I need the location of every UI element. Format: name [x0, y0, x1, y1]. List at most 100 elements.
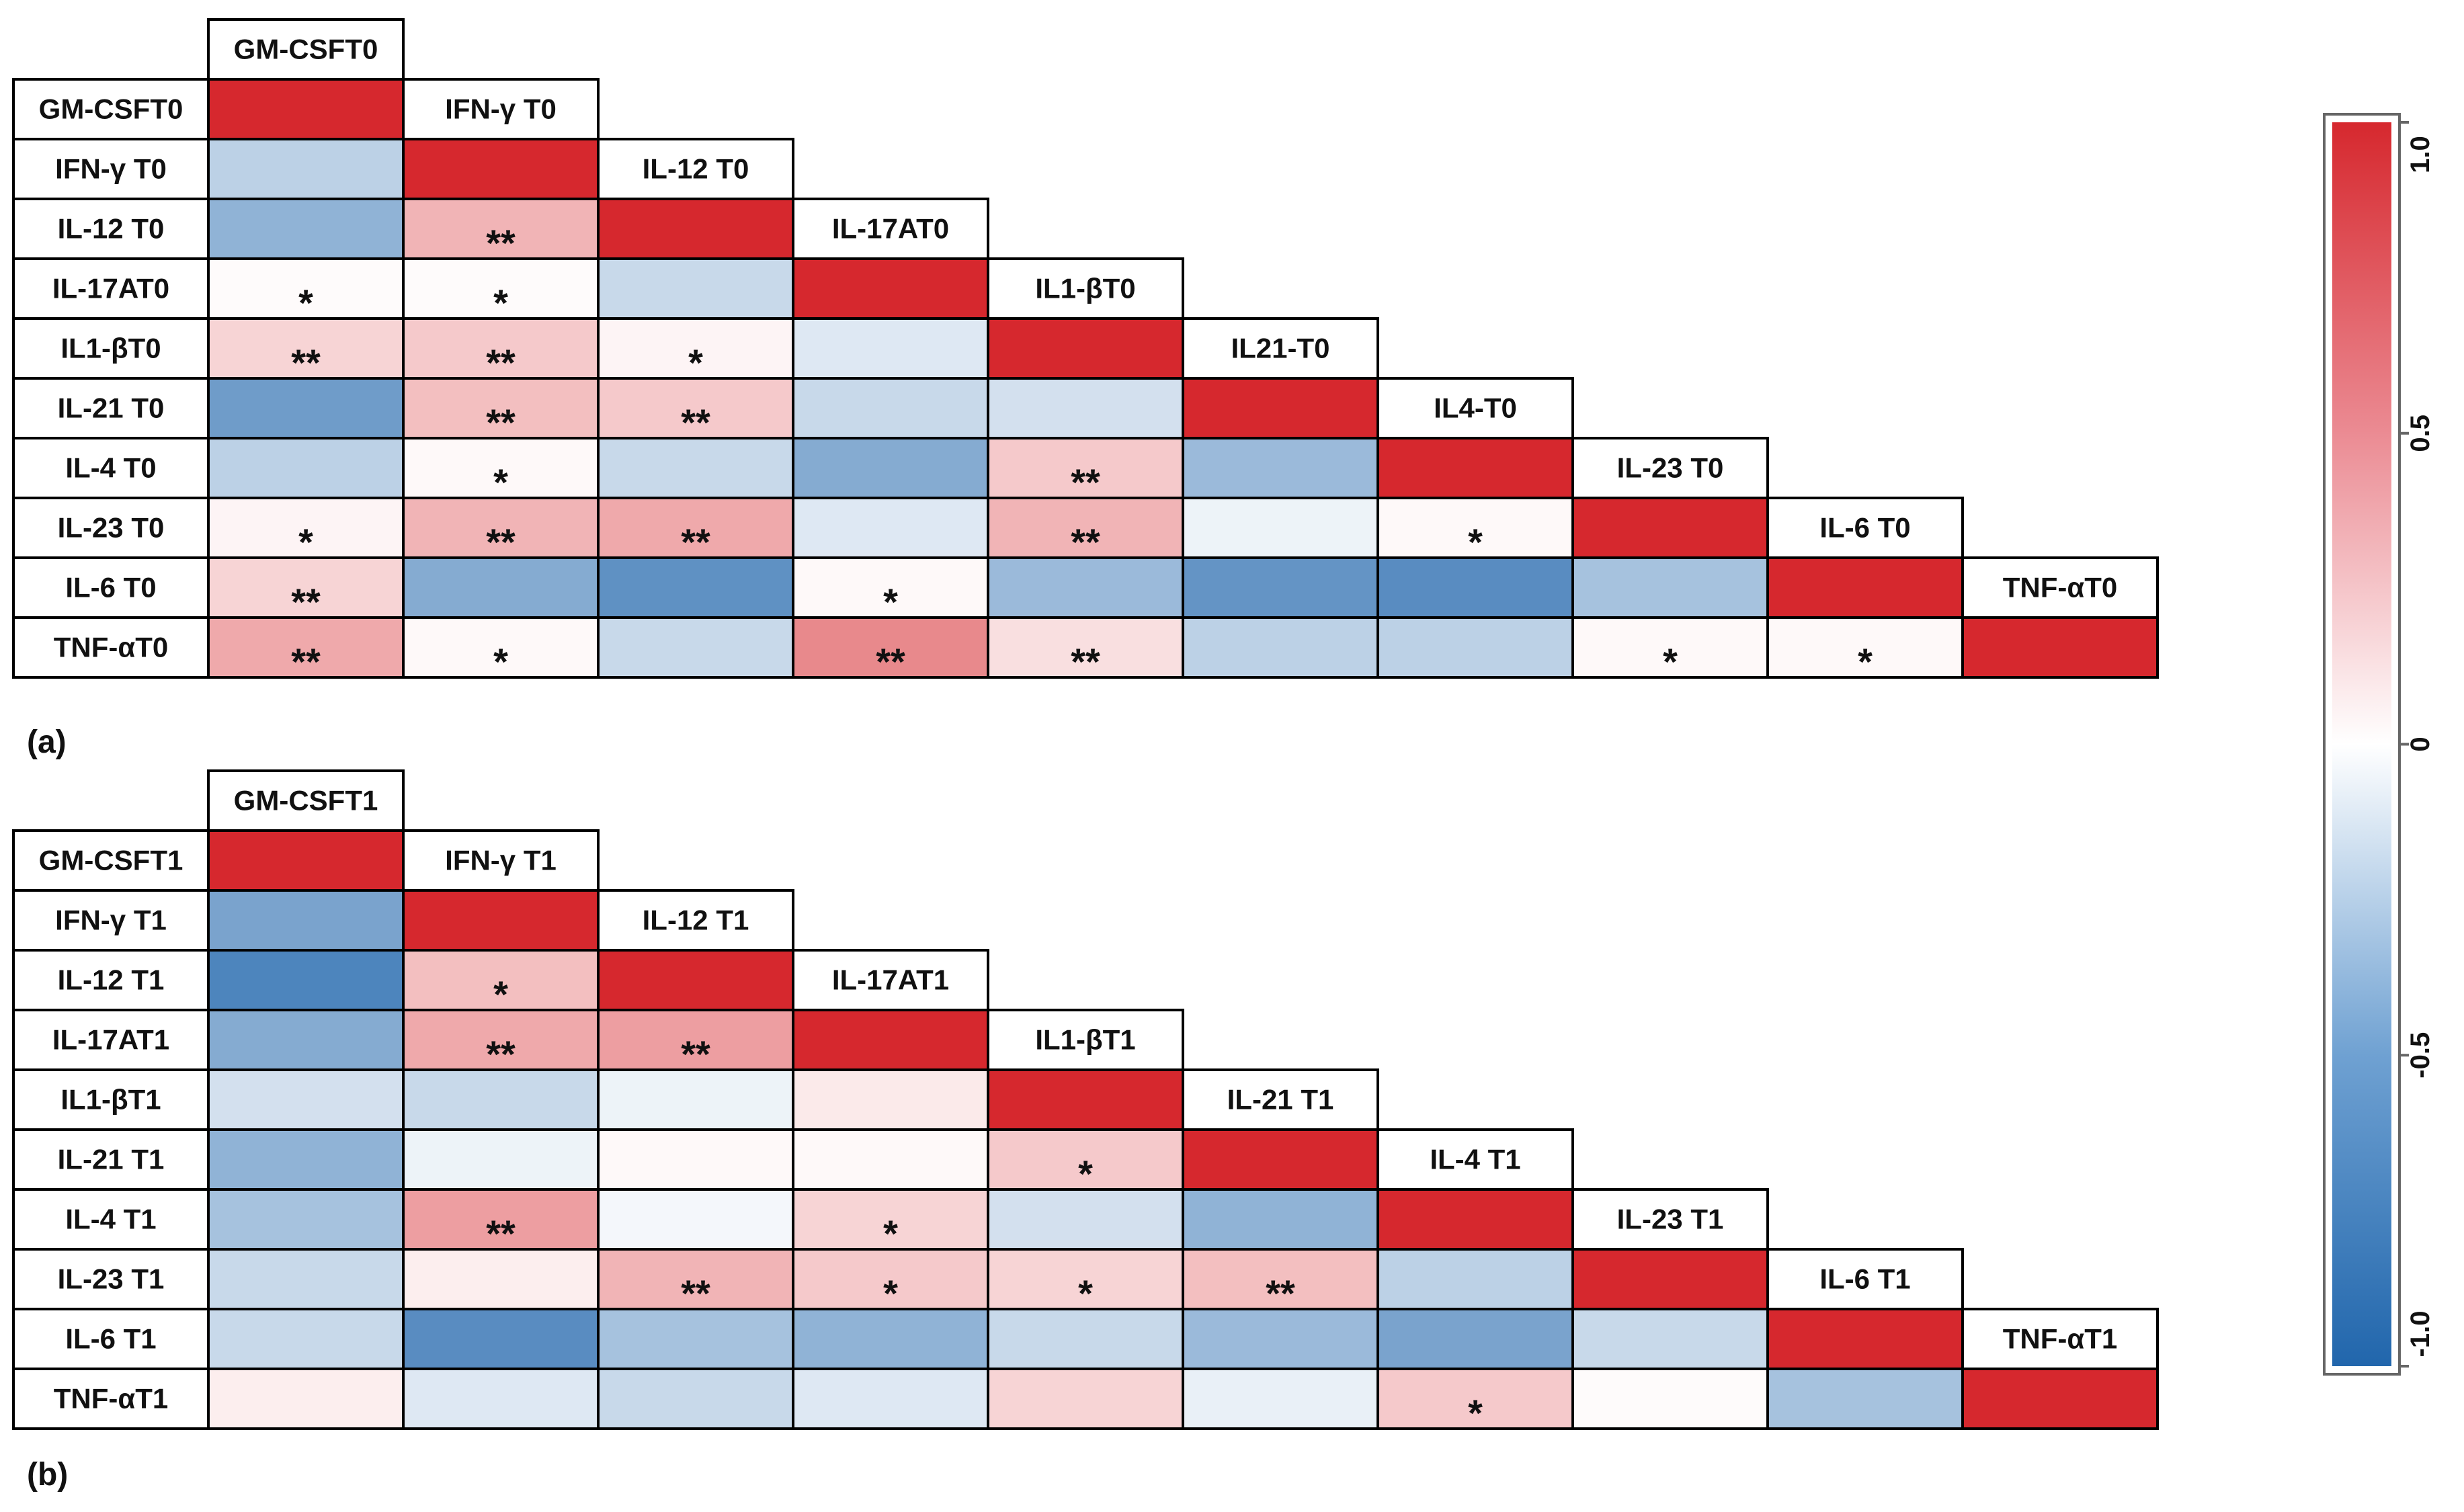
significance-marker: **: [486, 1033, 516, 1075]
column-label: IL1-βT1: [1035, 1024, 1135, 1056]
row-label: IL-23 T0: [58, 512, 165, 544]
heatmap-panel-b: GM-CSFT1 GM-CSFT1 IFN-γ T1 IFN-γ T1 IL-12 T1…: [12, 769, 2159, 1434]
heatmap-cell: [402, 138, 600, 200]
significance-marker: *: [298, 521, 313, 563]
heatmap-cell: [402, 317, 600, 380]
heatmap-cell: [1182, 497, 1379, 559]
heatmap-cell: [597, 377, 794, 439]
heatmap-cell: [792, 1368, 989, 1430]
row-label: IL-4 T1: [65, 1204, 156, 1235]
heatmap-cell: [1377, 616, 1574, 679]
heatmap-cell: [402, 257, 600, 320]
heatmap-cell: [597, 1368, 794, 1430]
column-label-box: [792, 949, 989, 1011]
row-label: IL1-βT0: [60, 333, 161, 364]
column-label: IL-23 T1: [1617, 1204, 1724, 1235]
heatmap-cell: [597, 437, 794, 499]
column-label-box: [792, 198, 989, 260]
column-label: IL1-βT0: [1035, 273, 1135, 304]
significance-marker: *: [1078, 1272, 1093, 1314]
heatmap-cell: [792, 616, 989, 679]
column-label-box: [207, 769, 405, 832]
heatmap-cell: [987, 1308, 1184, 1370]
heatmap-cell: [207, 377, 405, 439]
heatmap-cell: [1377, 1188, 1574, 1251]
significance-marker: **: [291, 341, 321, 384]
heatmap-cell: [987, 497, 1184, 559]
heatmap-cell: [207, 889, 405, 952]
heatmap-cell: [207, 1248, 405, 1310]
heatmap-cell: [1571, 1248, 1769, 1310]
significance-marker: *: [883, 1212, 898, 1255]
heatmap-cell: [1182, 1248, 1379, 1310]
row-label: IL-6 T1: [65, 1323, 156, 1355]
heatmap-cell: [207, 1009, 405, 1071]
heatmap-cell: [597, 1068, 794, 1131]
heatmap-cell: [987, 556, 1184, 619]
heatmap-cell: [1766, 616, 1964, 679]
heatmap-cell: [402, 1188, 600, 1251]
row-label: IFN-γ T1: [55, 905, 167, 936]
column-label-box: [597, 889, 794, 952]
heatmap-cell: [1766, 1368, 1964, 1430]
column-label-box: [402, 78, 600, 140]
heatmap-cell: [792, 1128, 989, 1191]
heatmap-cell: [1377, 1248, 1574, 1310]
significance-marker: **: [876, 640, 905, 683]
heatmap-cell: [1571, 556, 1769, 619]
heatmap-cell: [987, 1068, 1184, 1131]
column-label-box: [207, 18, 405, 81]
column-label: TNF-αT1: [2003, 1323, 2117, 1355]
heatmap-cell: [1571, 497, 1769, 559]
column-label: GM-CSFT1: [234, 785, 378, 816]
heatmap-cell: [792, 317, 989, 380]
significance-marker: *: [883, 581, 898, 623]
heatmap-cell: [1766, 556, 1964, 619]
heatmap-cell: [597, 1009, 794, 1071]
row-label: IL-12 T1: [58, 964, 165, 996]
heatmap-cell: [402, 1128, 600, 1191]
heatmap-cell: [207, 317, 405, 380]
column-label-box: [1961, 1308, 2159, 1370]
heatmap-cell: [207, 437, 405, 499]
significance-marker: **: [1071, 461, 1100, 503]
heatmap-cell: [207, 1128, 405, 1191]
row-label-box: [12, 1248, 210, 1310]
column-label: IL-6 T1: [1819, 1263, 1910, 1295]
heatmap-cell: [792, 377, 989, 439]
row-label-box: [12, 1308, 210, 1370]
significance-marker: *: [493, 640, 508, 683]
column-label: IFN-γ T0: [445, 93, 557, 125]
significance-marker: **: [1071, 640, 1100, 683]
column-label-box: [1961, 556, 2159, 619]
heatmap-cell: [207, 257, 405, 320]
row-label-box: [12, 829, 210, 892]
significance-marker: *: [1858, 640, 1873, 683]
column-label: IL-4 T1: [1430, 1144, 1520, 1175]
heatmap-cell: [1766, 1308, 1964, 1370]
significance-marker: *: [493, 973, 508, 1015]
heatmap-cell: [1571, 1308, 1769, 1370]
heatmap-cell: [1182, 437, 1379, 499]
column-label: IL-12 T0: [643, 153, 749, 185]
heatmap-cell: [1182, 1128, 1379, 1191]
heatmap-cell: [402, 556, 600, 619]
colorbar-tick-label: -1.0: [2406, 1311, 2435, 1357]
row-label: GM-CSFT0: [39, 93, 183, 125]
heatmap-cell: [1961, 616, 2159, 679]
heatmap-cell: [1377, 1368, 1574, 1430]
row-label: GM-CSFT1: [39, 845, 183, 876]
heatmap-cell: [597, 198, 794, 260]
heatmap-cell: [792, 1068, 989, 1131]
significance-marker: **: [291, 640, 321, 683]
significance-marker: **: [486, 341, 516, 384]
heatmap-cell: [792, 1248, 989, 1310]
heatmap-cell: [987, 437, 1184, 499]
heatmap-cell: [402, 1068, 600, 1131]
heatmap-cell: [207, 1188, 405, 1251]
heatmap-cell: [1182, 1308, 1379, 1370]
heatmap-cell: [597, 317, 794, 380]
significance-marker: *: [1468, 1392, 1483, 1434]
column-label-box: [1182, 1068, 1379, 1131]
column-label: IL-17AT0: [832, 213, 949, 245]
